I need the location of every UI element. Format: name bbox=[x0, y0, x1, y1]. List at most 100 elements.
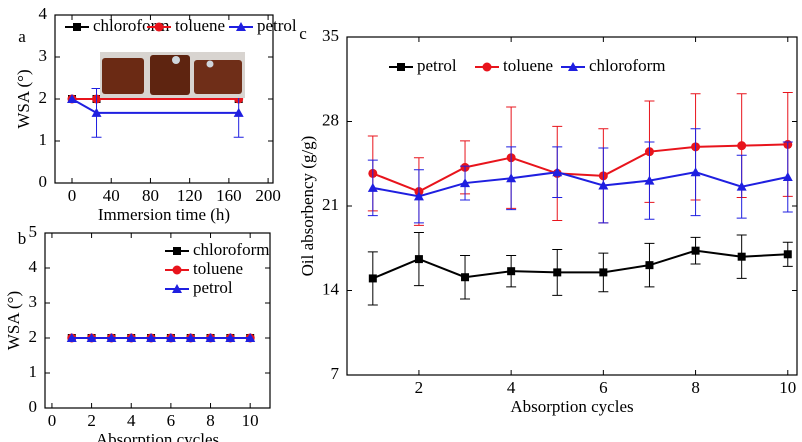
y-axis-title: WSA (°) bbox=[14, 69, 33, 128]
x-tick-label: 0 bbox=[48, 411, 57, 430]
x-tick-label: 2 bbox=[87, 411, 96, 430]
legend-label: toluene bbox=[193, 259, 243, 278]
series-line bbox=[372, 143, 788, 193]
y-tick-label: 28 bbox=[322, 110, 339, 129]
x-tick-label: 8 bbox=[691, 378, 700, 397]
marker bbox=[598, 180, 609, 190]
marker bbox=[461, 273, 470, 282]
y-tick-label: 2 bbox=[39, 88, 48, 107]
marker bbox=[553, 268, 562, 277]
inset-photo bbox=[100, 52, 245, 98]
marker bbox=[506, 173, 517, 183]
y-tick-label: 4 bbox=[39, 4, 48, 23]
y-tick-label: 1 bbox=[29, 362, 38, 381]
legend-label: toluene bbox=[503, 56, 553, 75]
series-line bbox=[372, 249, 788, 280]
marker bbox=[645, 261, 654, 270]
series bbox=[367, 128, 793, 224]
series bbox=[66, 333, 256, 342]
marker bbox=[86, 333, 97, 342]
y-tick-label: 0 bbox=[39, 172, 48, 191]
x-tick-label: 200 bbox=[255, 186, 281, 205]
marker bbox=[736, 181, 747, 191]
legend-marker bbox=[172, 265, 182, 275]
marker bbox=[245, 333, 256, 342]
legend-label: chloroform bbox=[193, 240, 269, 259]
legend-item: petrol bbox=[165, 278, 233, 297]
marker bbox=[367, 182, 378, 192]
marker bbox=[368, 274, 377, 283]
panel-label: b bbox=[18, 229, 27, 248]
marker bbox=[507, 267, 516, 276]
marker bbox=[460, 178, 471, 188]
x-tick-label: 0 bbox=[68, 186, 77, 205]
legend-item: toluene bbox=[147, 16, 225, 35]
legend-label: chloroform bbox=[589, 56, 665, 75]
marker bbox=[205, 333, 216, 342]
y-tick-label: 4 bbox=[29, 257, 38, 276]
legend-marker bbox=[568, 62, 578, 71]
x-tick-label: 10 bbox=[779, 378, 796, 397]
legend-item: petrol bbox=[389, 56, 457, 75]
marker bbox=[782, 172, 793, 182]
x-tick-label: 40 bbox=[103, 186, 120, 205]
y-tick-label: 21 bbox=[322, 195, 339, 214]
marker bbox=[737, 141, 747, 151]
marker bbox=[691, 246, 700, 255]
legend-item: petrol bbox=[229, 16, 297, 35]
marker bbox=[91, 107, 102, 117]
x-tick-label: 160 bbox=[216, 186, 242, 205]
legend-label: petrol bbox=[257, 16, 297, 35]
y-tick-label: 1 bbox=[39, 130, 48, 149]
x-axis-title: Absorption cycles bbox=[510, 397, 633, 416]
y-tick-label: 3 bbox=[29, 292, 38, 311]
legend-item: toluene bbox=[475, 56, 553, 75]
legend-label: toluene bbox=[175, 16, 225, 35]
y-tick-label: 35 bbox=[322, 26, 339, 45]
legend-marker bbox=[172, 284, 182, 293]
marker bbox=[66, 333, 77, 342]
legend-item: toluene bbox=[165, 259, 243, 278]
y-axis-title: WSA (°) bbox=[4, 291, 23, 350]
series bbox=[67, 88, 244, 138]
x-tick-label: 10 bbox=[242, 411, 259, 430]
x-tick-label: 8 bbox=[206, 411, 215, 430]
legend-item: chloroform bbox=[561, 56, 665, 75]
panel-label: a bbox=[18, 27, 26, 46]
marker bbox=[233, 107, 244, 117]
marker bbox=[106, 333, 117, 342]
y-tick-label: 2 bbox=[29, 327, 38, 346]
y-tick-label: 7 bbox=[331, 364, 340, 383]
legend-label: chloroform bbox=[93, 16, 169, 35]
plot-frame bbox=[44, 232, 271, 409]
marker bbox=[146, 333, 157, 342]
marker bbox=[644, 175, 655, 185]
marker bbox=[690, 167, 701, 177]
x-tick-label: 6 bbox=[599, 378, 608, 397]
marker bbox=[599, 268, 608, 277]
legend-marker bbox=[154, 22, 164, 32]
plot-frame bbox=[346, 36, 798, 376]
legend-marker bbox=[73, 23, 81, 31]
legend-item: chloroform bbox=[65, 16, 169, 35]
x-tick-label: 120 bbox=[177, 186, 203, 205]
series bbox=[367, 232, 793, 306]
legend-label: petrol bbox=[417, 56, 457, 75]
x-tick-label: 6 bbox=[167, 411, 176, 430]
marker bbox=[413, 191, 424, 201]
x-tick-label: 4 bbox=[507, 378, 516, 397]
legend-marker bbox=[173, 247, 181, 255]
y-tick-label: 14 bbox=[322, 279, 340, 298]
y-tick-label: 0 bbox=[29, 397, 38, 416]
marker bbox=[552, 167, 563, 177]
legend-marker bbox=[482, 62, 492, 72]
panel-label: c bbox=[299, 24, 307, 43]
series-line bbox=[372, 171, 788, 198]
x-tick-label: 80 bbox=[142, 186, 159, 205]
marker bbox=[225, 333, 236, 342]
marker bbox=[737, 252, 746, 261]
legend-marker bbox=[397, 63, 405, 71]
series bbox=[367, 92, 793, 226]
x-axis-title: Absorption cycles bbox=[96, 430, 219, 442]
